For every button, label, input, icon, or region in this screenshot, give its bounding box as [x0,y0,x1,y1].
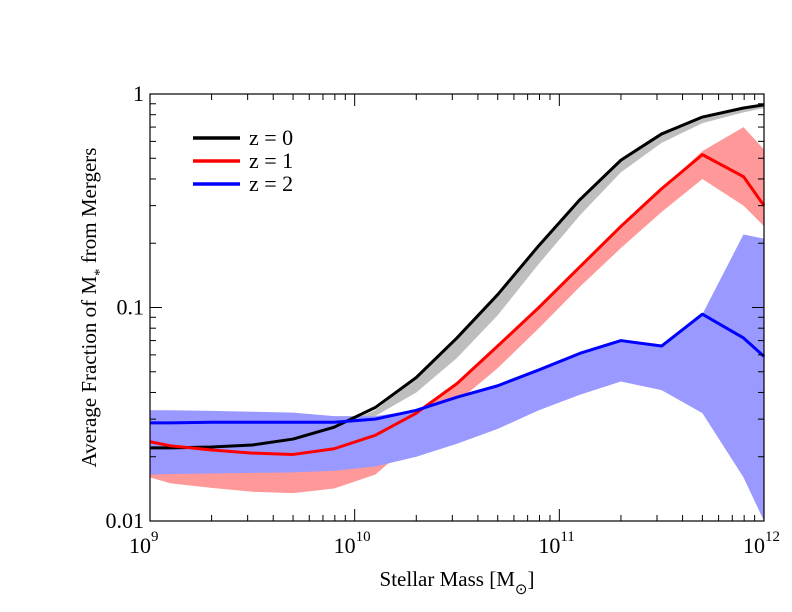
x-tick-exponent: 9 [151,529,159,545]
y-axis-label: Average Fraction of M* from Mergers [77,148,108,468]
band-z-2 [150,234,764,521]
x-tick-mantissa: 10 [743,533,765,558]
y-tick-label: 1 [133,81,144,106]
legend-entry: z = 2 [193,171,293,196]
legend-label: z = 1 [249,148,293,173]
series-line-z-2 [150,312,766,425]
x-tick-exponent: 11 [560,529,574,545]
y-tick-label: 0.1 [117,295,145,320]
x-tick-exponent: 12 [765,529,780,545]
series-line-z-1 [149,153,766,456]
x-tick-mantissa: 10 [334,533,356,558]
y-tick-label: 0.01 [106,508,145,533]
x-tick-mantissa: 10 [538,533,560,558]
x-tick-mantissa: 10 [129,533,151,558]
axis-ticks [149,93,765,522]
legend-entry: z = 0 [193,125,293,150]
series-lines [149,103,766,456]
legend-label: z = 2 [249,171,293,196]
x-tick-label: 10 12 [743,529,780,558]
legend-label: z = 0 [249,125,293,150]
series-line-z-0 [150,103,765,450]
legend-entry: z = 1 [193,148,293,173]
x-tick-label: 10 11 [538,529,574,558]
legend: z = 0z = 1z = 2 [193,125,293,196]
x-tick-label: 10 10 [334,529,371,558]
uncertainty-bands [150,104,764,521]
x-tick-labels: 10 9 10 10 10 11 10 12 [129,529,780,558]
x-axis-label: Stellar Mass [M⊙] [380,567,535,598]
y-tick-labels: 0.01 0.1 1 [106,81,145,533]
x-tick-label: 10 9 [129,529,159,558]
x-tick-exponent: 10 [356,529,371,545]
